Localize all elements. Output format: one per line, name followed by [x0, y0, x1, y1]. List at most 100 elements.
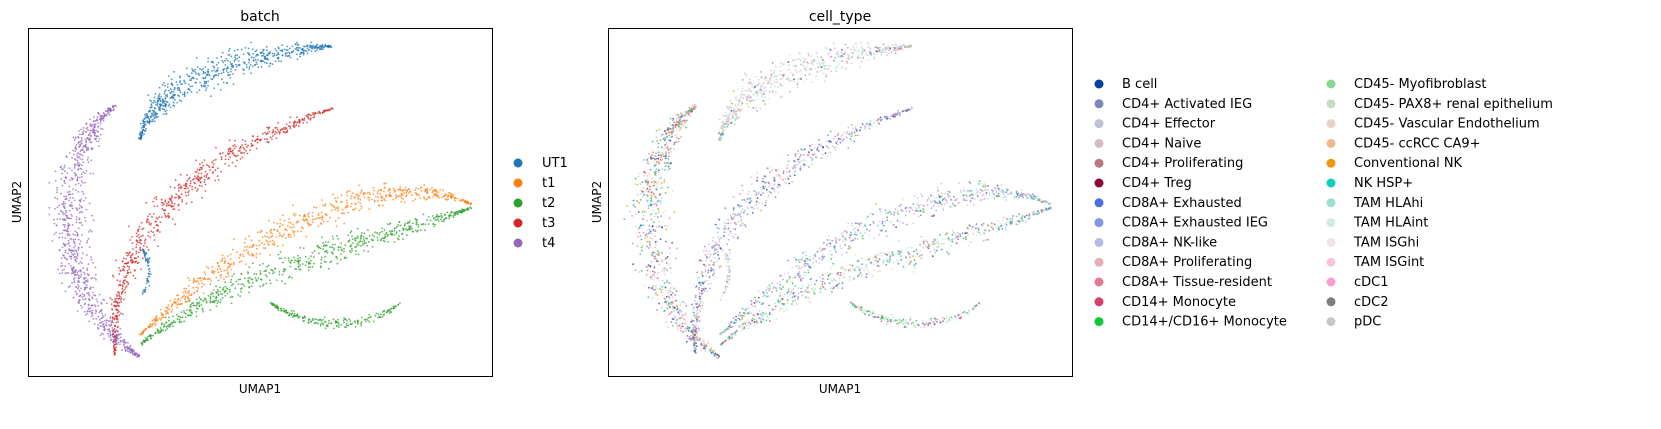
- scatter-point: [739, 213, 742, 216]
- scatter-point: [82, 127, 85, 129]
- scatter-point: [403, 224, 406, 227]
- scatter-point: [309, 259, 312, 262]
- scatter-point: [90, 311, 93, 314]
- scatter-point: [210, 95, 212, 98]
- scatter-point: [722, 129, 725, 132]
- scatter-point: [187, 191, 190, 194]
- scatter-point: [118, 291, 120, 294]
- scatter-point: [323, 111, 326, 113]
- scatter-point: [75, 286, 78, 288]
- scatter-point: [120, 340, 122, 343]
- scatter-point: [368, 199, 370, 201]
- scatter-point: [761, 202, 763, 204]
- scatter-point: [111, 330, 114, 333]
- scatter-point: [75, 293, 78, 296]
- scatter-point: [789, 71, 792, 74]
- scatter-point: [88, 231, 90, 233]
- scatter-point: [162, 329, 165, 332]
- scatter-point: [153, 120, 156, 123]
- scatter-point: [105, 321, 108, 324]
- scatter-point: [337, 318, 340, 321]
- scatter-point: [197, 72, 200, 75]
- scatter-point: [78, 130, 80, 132]
- scatter-point: [716, 260, 719, 263]
- scatter-point: [324, 255, 326, 258]
- scatter-point: [817, 146, 820, 149]
- scatter-point: [397, 303, 400, 306]
- scatter-point: [448, 217, 451, 220]
- scatter-point: [112, 345, 115, 347]
- scatter-point: [169, 106, 172, 109]
- scatter-point: [86, 286, 88, 289]
- scatter-point: [388, 195, 391, 198]
- scatter-point: [366, 244, 369, 247]
- scatter-point: [117, 319, 119, 321]
- scatter-point: [88, 133, 90, 136]
- scatter-point: [175, 193, 178, 196]
- scatter-point: [63, 256, 66, 259]
- scatter-point: [699, 295, 701, 298]
- scatter-point: [385, 231, 388, 234]
- scatter-point: [823, 80, 826, 82]
- scatter-point: [78, 218, 81, 221]
- scatter-point: [869, 47, 872, 50]
- scatter-point: [774, 196, 777, 199]
- scatter-point: [393, 189, 396, 192]
- scatter-point: [264, 269, 267, 272]
- scatter-point: [211, 265, 214, 268]
- scatter-point: [229, 253, 232, 256]
- scatter-point: [345, 199, 348, 202]
- scatter-point: [279, 222, 282, 225]
- scatter-point: [72, 238, 75, 241]
- scatter-point: [725, 123, 728, 125]
- scatter-point: [97, 145, 100, 147]
- scatter-point: [212, 75, 215, 77]
- scatter-point: [129, 271, 132, 274]
- scatter-point: [393, 307, 395, 310]
- scatter-point: [245, 263, 247, 266]
- scatter-point: [80, 142, 83, 145]
- scatter-point: [902, 44, 905, 47]
- scatter-point: [148, 221, 150, 223]
- scatter-point: [64, 272, 67, 275]
- scatter-point: [93, 123, 96, 125]
- scatter-point: [56, 206, 59, 209]
- scatter-point: [408, 221, 410, 224]
- scatter-point: [243, 151, 246, 154]
- scatter-point: [354, 207, 357, 210]
- scatter-point: [125, 280, 128, 283]
- scatter-point: [340, 242, 342, 245]
- scatter-point: [760, 194, 762, 196]
- scatter-point: [810, 55, 813, 58]
- scatter-point: [275, 132, 278, 134]
- scatter-point: [142, 289, 145, 291]
- scatter-point: [255, 256, 258, 259]
- scatter-point: [365, 318, 368, 321]
- scatter-point: [354, 325, 357, 328]
- scatter-point: [294, 121, 297, 123]
- scatter-point: [231, 161, 234, 164]
- scatter-point: [215, 63, 218, 66]
- scatter-point: [96, 118, 98, 121]
- scatter-point: [383, 190, 385, 193]
- scatter-point: [361, 243, 364, 246]
- scatter-point: [749, 90, 752, 93]
- scatter-point: [856, 50, 858, 53]
- scatter-point: [173, 186, 176, 189]
- scatter-point: [698, 329, 701, 331]
- scatter-point: [294, 213, 297, 216]
- scatter-point: [109, 316, 112, 318]
- scatter-point: [144, 242, 146, 245]
- scatter-point: [137, 255, 140, 258]
- scatter-point: [343, 250, 345, 253]
- scatter-point: [265, 275, 268, 278]
- scatter-point: [96, 300, 99, 303]
- scatter-point: [229, 148, 232, 151]
- scatter-point: [302, 52, 305, 55]
- scatter-point: [773, 81, 776, 84]
- scatter-point: [94, 294, 97, 297]
- scatter-point: [764, 185, 767, 188]
- scatter-point: [276, 307, 279, 309]
- scatter-point: [378, 233, 380, 236]
- scatter-point: [750, 82, 753, 85]
